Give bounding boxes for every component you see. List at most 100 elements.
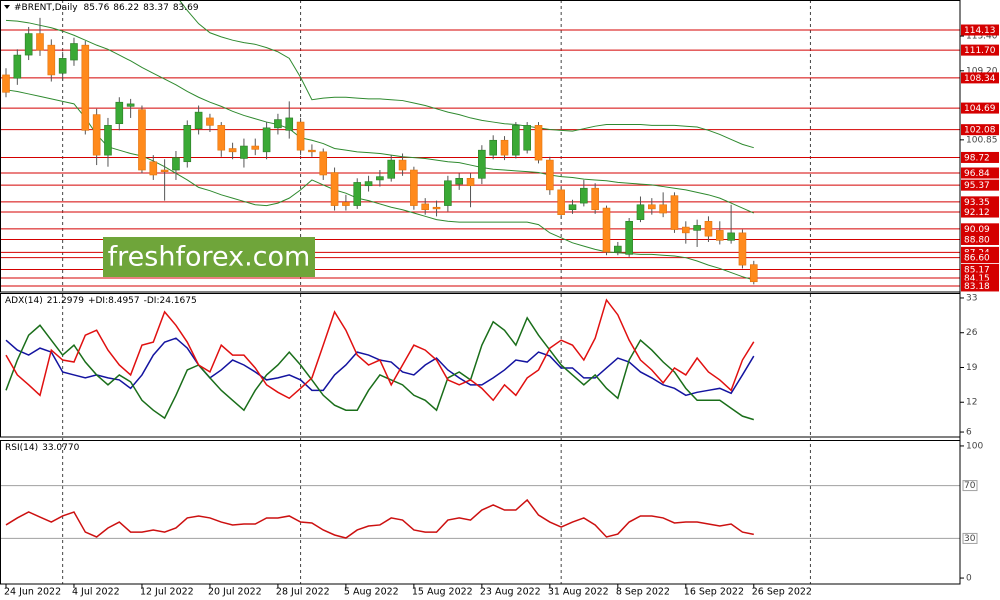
- candle-body: [738, 232, 747, 266]
- candle-body: [206, 117, 214, 126]
- price-level-box: [961, 223, 999, 235]
- y-tick-label: 12: [966, 398, 977, 408]
- candle-body: [681, 226, 690, 234]
- watermark-box: [103, 237, 315, 277]
- open-value: 85.76: [84, 3, 110, 13]
- candle-body: [704, 220, 713, 237]
- candle-body: [364, 181, 373, 187]
- candle-body: [183, 125, 192, 163]
- candle-body: [240, 145, 248, 159]
- price-level-box: [961, 44, 999, 56]
- candle-body: [104, 125, 112, 156]
- candle-body: [2, 74, 10, 93]
- candle-body: [693, 225, 701, 231]
- price-level-box: [961, 196, 999, 208]
- plus-di-name: +DI:: [88, 296, 108, 306]
- price-level-box: [961, 72, 999, 84]
- candle-body: [432, 206, 441, 210]
- candle-body: [534, 125, 543, 161]
- price-level-label: 83.18: [964, 282, 990, 292]
- symbol: #BRENT,Daily: [14, 3, 78, 13]
- price-level-label: 96.84: [964, 169, 990, 179]
- x-tick-label: 23 Aug 2022: [480, 587, 541, 598]
- indicator-line: [5, 316, 755, 421]
- candle-body: [217, 125, 226, 151]
- candle-body: [47, 44, 56, 76]
- price-level-label: 98.72: [964, 153, 990, 163]
- indicator-line: [5, 298, 755, 402]
- x-tick-label: 4 Jul 2022: [72, 587, 120, 598]
- price-level-label: 93.35: [964, 198, 990, 208]
- price-level-label: 92.12: [964, 208, 990, 218]
- price-level-label: 95.37: [964, 181, 990, 191]
- candle-body: [376, 176, 384, 181]
- watermark: freshforex.com: [103, 237, 315, 277]
- candle-body: [342, 201, 350, 206]
- candle-body: [546, 159, 554, 191]
- y-tick-label: 0: [966, 574, 972, 584]
- candle-body: [251, 145, 260, 150]
- watermark-text: freshforex.com: [108, 242, 311, 273]
- candle-body: [24, 33, 33, 56]
- candle-body: [296, 121, 305, 151]
- rsi-header: RSI(14) 33.0770: [5, 443, 80, 453]
- x-tick-label: 24 Jun 2022: [4, 587, 61, 598]
- candle-body: [489, 139, 497, 156]
- candle-body: [466, 177, 475, 187]
- level-box: [962, 480, 978, 492]
- candle-body: [568, 204, 577, 211]
- y-tick-label: 33: [966, 293, 977, 303]
- y-tick-label: 100.85: [966, 135, 998, 145]
- adx-value: 21.2979: [47, 296, 84, 306]
- price-level-box: [961, 280, 999, 292]
- candle-body: [262, 127, 271, 153]
- candle-body: [36, 33, 44, 51]
- candle-body: [92, 114, 101, 156]
- price-level-label: 88.80: [964, 235, 990, 245]
- y-tick-label: 6: [966, 428, 972, 438]
- minus-di-value: 24.1675: [160, 296, 197, 306]
- x-tick-label: 28 Jul 2022: [276, 587, 330, 598]
- price-level-label: 108.34: [964, 74, 996, 84]
- price-level-box: [961, 102, 999, 114]
- price-level-box: [961, 124, 999, 136]
- rsi-value: 33.0770: [42, 443, 79, 453]
- price-level-box: [961, 233, 999, 245]
- candle-body: [330, 172, 339, 206]
- candle-body: [625, 220, 633, 255]
- candle-body: [138, 109, 146, 171]
- price-level-label: 84.15: [964, 274, 990, 284]
- marks-layer: [2, 0, 758, 539]
- high-value: 86.22: [113, 3, 139, 13]
- candle-body: [81, 44, 90, 131]
- adx-title: ADX(14): [5, 296, 43, 306]
- candle-body: [13, 54, 22, 79]
- candle-body: [115, 101, 124, 125]
- menu-triangle[interactable]: [4, 5, 10, 9]
- candle-body: [648, 204, 656, 210]
- x-tick-label: 12 Jul 2022: [140, 587, 194, 598]
- candle-body: [478, 149, 486, 179]
- price-level-label: 86.60: [964, 254, 990, 264]
- price-level-label: 85.17: [964, 266, 990, 276]
- price-level-box: [961, 272, 999, 284]
- candle-body: [591, 187, 599, 211]
- candle-body: [602, 207, 611, 253]
- close-value: 83.69: [173, 3, 199, 13]
- candle-body: [319, 151, 328, 176]
- candle-body: [523, 125, 531, 151]
- candle-body: [557, 189, 565, 215]
- price-level-box: [961, 151, 999, 163]
- rsi-title: RSI(14): [5, 443, 38, 453]
- candle-body: [70, 43, 78, 61]
- x-tick-label: 31 Aug 2022: [548, 587, 609, 598]
- y-tick-label: 109.20: [966, 66, 998, 76]
- candle-body: [715, 230, 724, 241]
- bollinger-band: [5, 19, 754, 214]
- price-level-label: 90.09: [964, 225, 990, 235]
- y-tick-label: 100: [966, 441, 983, 451]
- candle-body: [727, 232, 735, 241]
- candle-body: [421, 203, 430, 211]
- candle-body: [614, 245, 622, 253]
- price-level-box: [961, 264, 999, 276]
